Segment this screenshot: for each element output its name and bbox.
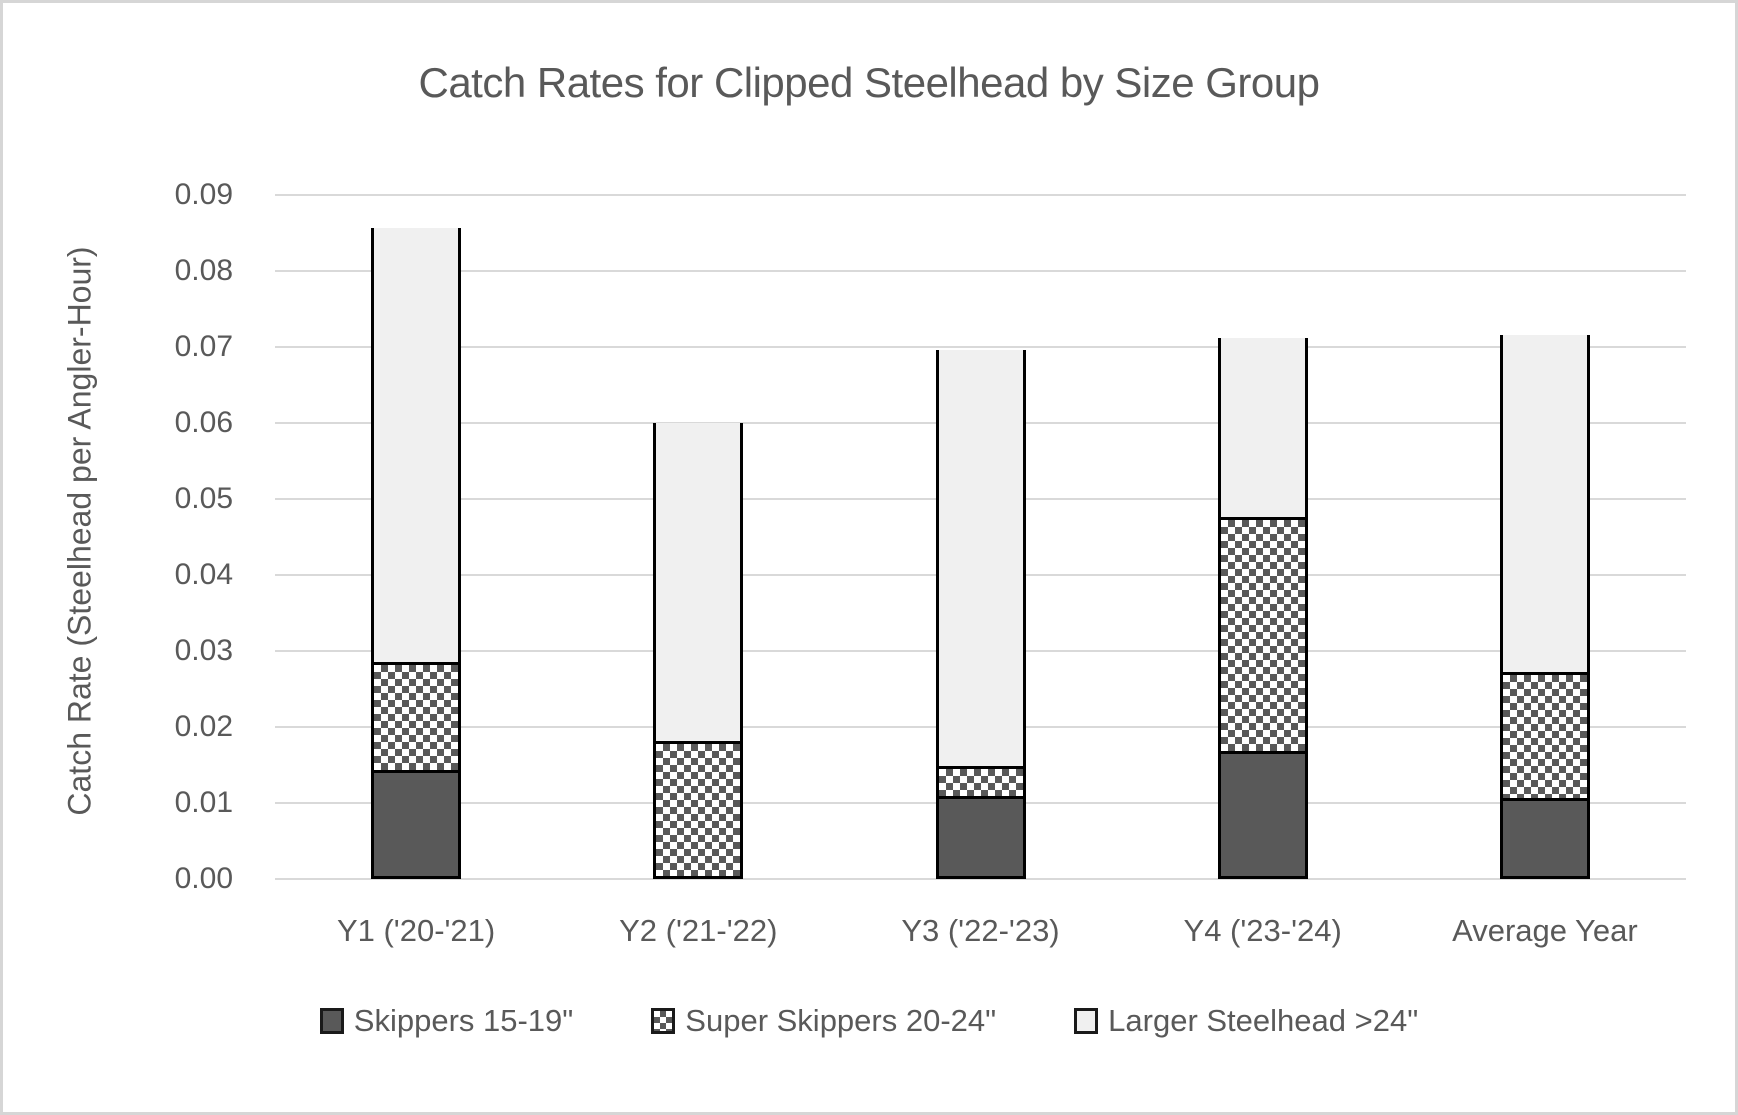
legend: Skippers 15-19" Super Skippers 20-24" Larg…: [3, 1003, 1735, 1039]
y-tick-label: 0.02: [174, 710, 233, 743]
legend-label: Larger Steelhead >24": [1108, 1003, 1419, 1038]
y-tick-label: 0.05: [174, 482, 233, 515]
legend-label: Skippers 15-19": [353, 1003, 574, 1038]
bar-segment: [1502, 334, 1587, 672]
legend-item: Larger Steelhead >24": [1074, 1003, 1418, 1039]
gridline: [275, 346, 1686, 348]
gridline: [275, 270, 1686, 272]
bar-segment: [938, 796, 1023, 876]
y-tick-label: 0.06: [174, 406, 233, 439]
bar-segment: [374, 227, 459, 662]
y-tick-label: 0.07: [174, 330, 233, 363]
y-tick-label: 0.04: [174, 558, 233, 591]
bar-segment: [1220, 517, 1305, 751]
gridline: [275, 878, 1686, 880]
chart-title: Catch Rates for Clipped Steelhead by Siz…: [418, 59, 1320, 106]
bar-segment: [1220, 337, 1305, 518]
y-tick-label: 0.08: [174, 254, 233, 287]
bar-segment: [374, 769, 459, 876]
x-axis-label: Y1 ('20-'21): [336, 913, 496, 948]
x-axis-label: Average Year: [1452, 913, 1638, 948]
bar-2: [653, 423, 744, 879]
bar-4: [1217, 337, 1308, 879]
bar-1: [371, 227, 462, 879]
gridline: [275, 194, 1686, 196]
bar-segment: [938, 765, 1023, 797]
plot-area: 0.00 0.01 0.02 0.03 0.04 0.05 0.06 0.07 0.08 0.09…: [175, 178, 1686, 948]
y-axis-title: Catch Rate (Steelhead per Angler-Hour): [61, 246, 98, 816]
x-axis-label: Y3 ('22-'23): [901, 913, 1060, 948]
bar-segment: [374, 661, 459, 770]
legend-label: Super Skippers 20-24": [685, 1003, 997, 1038]
bar-segment: [938, 350, 1023, 766]
bar-segment: [1502, 798, 1587, 876]
bar-segment: [656, 740, 741, 876]
y-tick-label: 0.00: [174, 862, 233, 895]
legend-item: Super Skippers 20-24": [651, 1003, 996, 1039]
bar-segment: [656, 423, 741, 741]
bar-segment: [1220, 750, 1305, 876]
bar-5: [1499, 334, 1590, 879]
y-tick-label: 0.09: [174, 178, 233, 211]
legend-swatch-dark: [319, 1008, 344, 1034]
x-axis-label: Y4 ('23-'24): [1183, 913, 1342, 948]
legend-swatch-light: [1074, 1008, 1099, 1034]
y-tick-label: 0.03: [174, 634, 233, 667]
legend-item: Skippers 15-19": [319, 1003, 574, 1039]
x-axis-label: Y2 ('21-'22): [619, 913, 778, 948]
y-tick-label: 0.01: [174, 786, 233, 819]
bar-segment: [1502, 671, 1587, 799]
bar-3: [935, 350, 1026, 879]
legend-swatch-checker: [651, 1008, 676, 1034]
